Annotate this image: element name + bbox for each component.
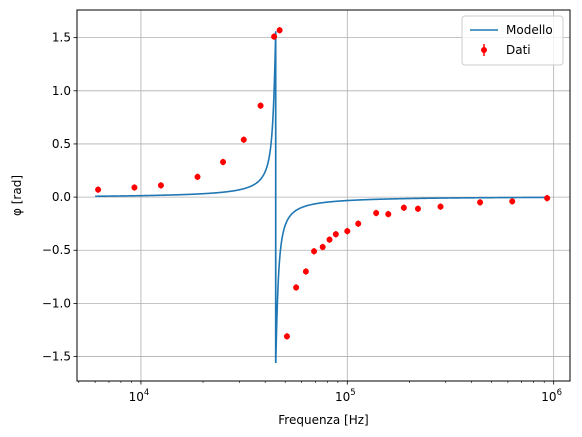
- data-point: [293, 284, 300, 291]
- data-point: [437, 203, 444, 210]
- data-point: [271, 33, 278, 40]
- y-tick-label: 0.5: [52, 137, 71, 151]
- legend: Modello Dati: [461, 15, 564, 66]
- y-axis-ticks: 1.5 1.0 0.5 0.0 −0.5 −1.0 −1.5: [42, 31, 77, 364]
- x-axis-ticks: 104 105 106: [129, 381, 562, 404]
- legend-swatch-dati-marker: [481, 47, 487, 53]
- y-tick-label: 0.0: [52, 190, 71, 204]
- data-point: [477, 199, 484, 206]
- data-point: [355, 220, 362, 227]
- data-point: [240, 136, 247, 143]
- legend-label-modello: Modello: [506, 23, 553, 37]
- model-line-high: [274, 196, 550, 363]
- y-tick-label: 1.0: [52, 84, 71, 98]
- data-point: [276, 27, 283, 34]
- y-tick-label: −0.5: [42, 243, 71, 257]
- data-point: [220, 159, 227, 166]
- data-point: [311, 248, 318, 255]
- data-point: [326, 236, 333, 243]
- plot-area: [95, 27, 551, 363]
- grid: [77, 10, 570, 381]
- y-tick-label: −1.0: [42, 296, 71, 310]
- data-point: [385, 211, 392, 218]
- data-point: [95, 186, 102, 193]
- data-point: [509, 198, 516, 205]
- data-point: [373, 210, 380, 217]
- x-tick-label: 104: [129, 388, 150, 404]
- model-line-low: [95, 31, 277, 363]
- x-tick-label: 106: [541, 388, 562, 404]
- data-point: [257, 102, 264, 109]
- data-point: [283, 333, 290, 340]
- data-point: [302, 268, 309, 275]
- data-point: [319, 244, 326, 251]
- y-axis-label: φ [rad]: [10, 175, 24, 216]
- data-point: [157, 182, 164, 189]
- data-point: [544, 195, 551, 202]
- data-point: [400, 204, 407, 211]
- axes-frame: [76, 9, 571, 382]
- y-tick-label: 1.5: [52, 31, 71, 45]
- legend-label-dati: Dati: [506, 43, 531, 57]
- data-point: [332, 231, 339, 238]
- y-tick-label: −1.5: [42, 350, 71, 364]
- x-axis-label: Frequenza [Hz]: [278, 413, 368, 427]
- data-point: [194, 173, 201, 180]
- x-tick-label: 105: [335, 388, 356, 404]
- data-point: [131, 184, 138, 191]
- data-point: [414, 205, 421, 212]
- legend-box: [461, 15, 564, 66]
- data-point: [344, 228, 351, 235]
